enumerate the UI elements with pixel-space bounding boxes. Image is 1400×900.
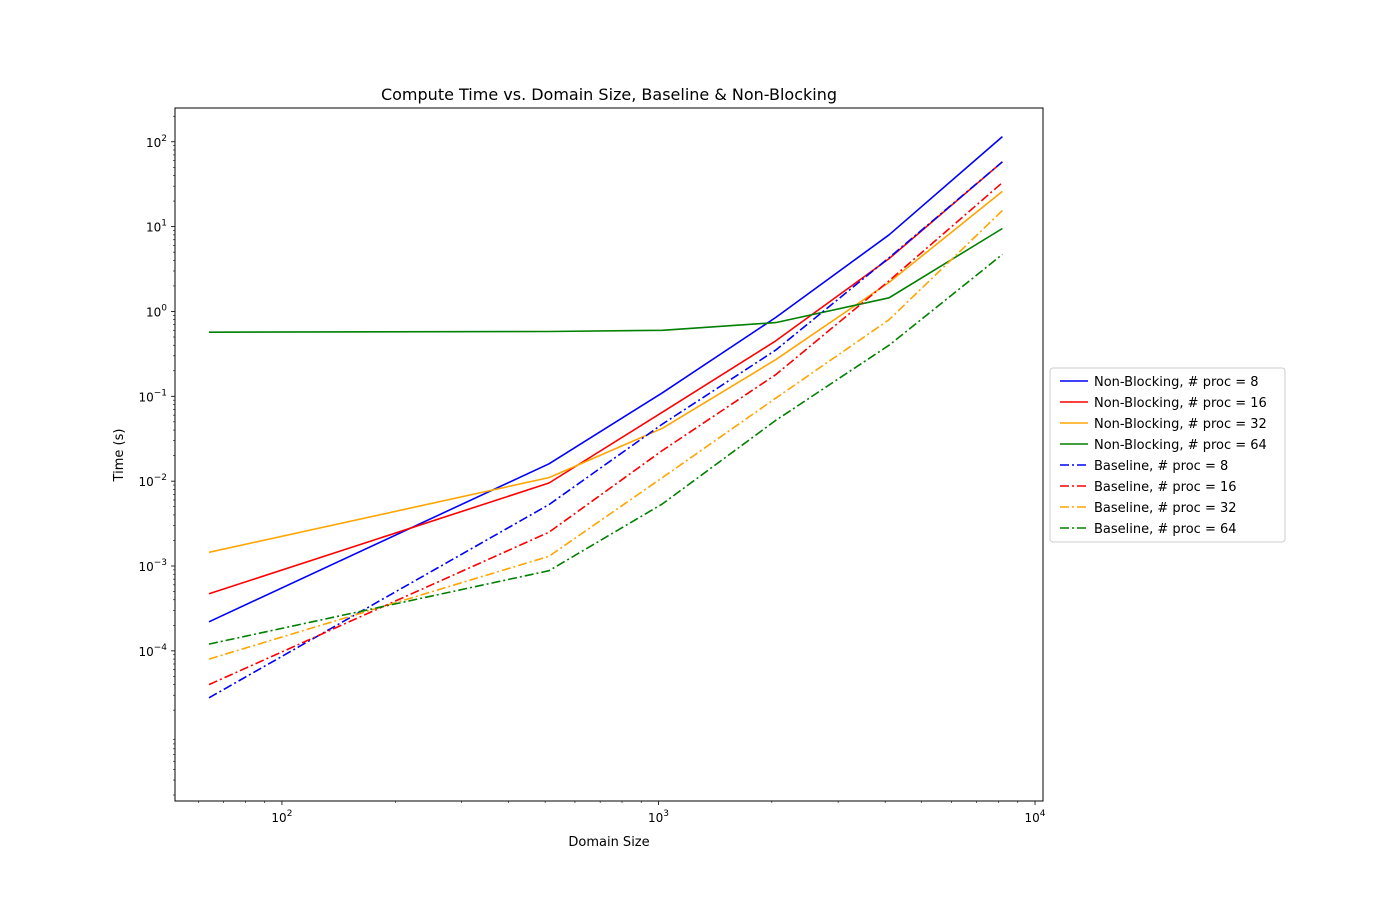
y-tick-exp: −4 [154, 643, 168, 653]
y-tick-label: 10−1 [138, 388, 167, 404]
legend-label: Baseline, # proc = 32 [1094, 501, 1237, 516]
axes-frame [174, 107, 1044, 802]
x-tick-base: 10 [1025, 811, 1040, 825]
y-tick-base: 10 [138, 390, 153, 404]
y-tick-exp: −2 [154, 473, 167, 483]
series-line-7 [208, 209, 1003, 660]
y-tick-label: 10−4 [138, 643, 167, 659]
y-tick-label: 10−2 [138, 473, 167, 489]
x-tick-label: 102 [271, 809, 292, 825]
x-axis-label: Domain Size [568, 835, 649, 850]
series-line-6 [208, 181, 1003, 686]
y-tick-label: 101 [146, 219, 167, 235]
series-line-8 [208, 253, 1003, 645]
x-tick-exp: 3 [663, 809, 669, 819]
series-line-4 [208, 227, 1003, 334]
x-tick-base: 10 [648, 811, 663, 825]
y-tick-base: 10 [146, 221, 161, 235]
legend-label: Non-Blocking, # proc = 8 [1094, 375, 1259, 390]
series-lines [208, 135, 1003, 699]
series-line-5 [208, 161, 1003, 699]
legend-label: Non-Blocking, # proc = 64 [1094, 438, 1267, 453]
legend-box [1049, 367, 1286, 543]
x-tick-exp: 4 [1040, 809, 1046, 819]
y-tick-label: 100 [146, 303, 167, 319]
y-tick-base: 10 [138, 560, 153, 574]
series-line-3 [208, 190, 1003, 554]
x-tick-base: 10 [271, 811, 286, 825]
y-tick-label: 10−3 [138, 558, 167, 574]
x-tick-label: 103 [648, 809, 669, 825]
y-axis-label: Time (s) [112, 429, 127, 483]
y-tick-exp: 2 [161, 134, 167, 144]
chart-title: Compute Time vs. Domain Size, Baseline &… [381, 85, 837, 104]
y-tick-base: 10 [146, 305, 161, 319]
y-tick-base: 10 [146, 136, 161, 150]
legend-label: Baseline, # proc = 8 [1094, 459, 1228, 474]
legend-label: Non-Blocking, # proc = 16 [1094, 396, 1267, 411]
x-tick-exp: 2 [287, 809, 293, 819]
x-tick-label: 104 [1025, 809, 1046, 825]
y-tick-base: 10 [138, 645, 153, 659]
y-tick-exp: −3 [154, 558, 167, 568]
legend-label: Non-Blocking, # proc = 32 [1094, 417, 1267, 432]
y-tick-base: 10 [138, 475, 153, 489]
y-tick-exp: 0 [161, 303, 167, 313]
legend: Non-Blocking, # proc = 8 Non-Blocking, # … [1049, 367, 1286, 543]
y-tick-exp: −1 [154, 388, 167, 398]
legend-label: Baseline, # proc = 64 [1094, 522, 1237, 537]
y-tick-label: 102 [146, 134, 167, 150]
legend-label: Baseline, # proc = 16 [1094, 480, 1237, 495]
y-tick-exp: 1 [161, 219, 167, 229]
